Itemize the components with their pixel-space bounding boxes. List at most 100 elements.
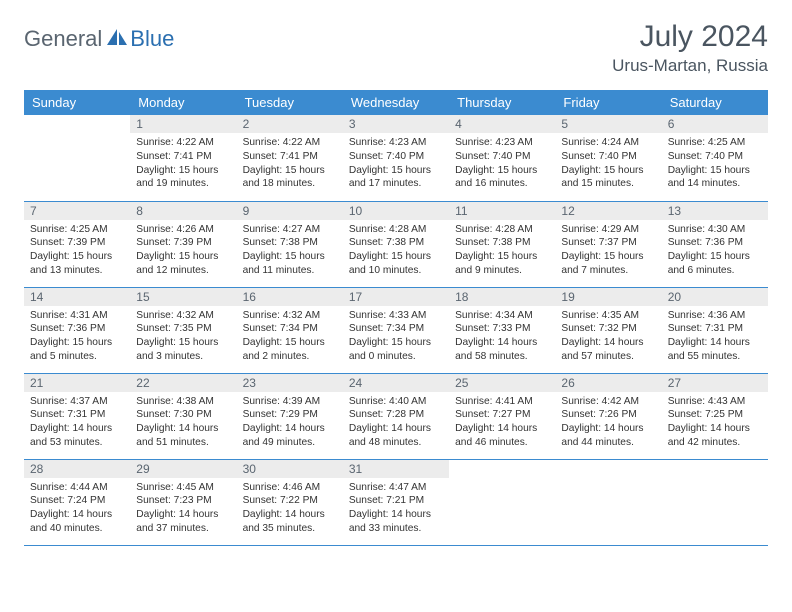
sunset-line: Sunset: 7:38 PM xyxy=(455,236,549,250)
calendar-week-row: 1Sunrise: 4:22 AMSunset: 7:41 PMDaylight… xyxy=(24,115,768,201)
day-number: 17 xyxy=(343,288,449,306)
day-number: 16 xyxy=(237,288,343,306)
daylight-line-2: and 42 minutes. xyxy=(668,436,762,450)
day-details: Sunrise: 4:36 AMSunset: 7:31 PMDaylight:… xyxy=(662,306,768,370)
calendar-cell: 19Sunrise: 4:35 AMSunset: 7:32 PMDayligh… xyxy=(555,287,661,373)
calendar-cell: 10Sunrise: 4:28 AMSunset: 7:38 PMDayligh… xyxy=(343,201,449,287)
day-details: Sunrise: 4:38 AMSunset: 7:30 PMDaylight:… xyxy=(130,392,236,456)
day-details: Sunrise: 4:40 AMSunset: 7:28 PMDaylight:… xyxy=(343,392,449,456)
daylight-line-1: Daylight: 15 hours xyxy=(668,250,762,264)
daylight-line-1: Daylight: 15 hours xyxy=(561,164,655,178)
day-number: 14 xyxy=(24,288,130,306)
sunrise-line: Sunrise: 4:26 AM xyxy=(136,223,230,237)
daylight-line-2: and 51 minutes. xyxy=(136,436,230,450)
day-number: 9 xyxy=(237,202,343,220)
brand-logo: General Blue xyxy=(24,20,174,52)
daylight-line-2: and 15 minutes. xyxy=(561,177,655,191)
day-details: Sunrise: 4:28 AMSunset: 7:38 PMDaylight:… xyxy=(449,220,555,284)
weekday-header: Saturday xyxy=(662,90,768,115)
day-details: Sunrise: 4:43 AMSunset: 7:25 PMDaylight:… xyxy=(662,392,768,456)
month-title: July 2024 xyxy=(612,20,768,54)
daylight-line-1: Daylight: 14 hours xyxy=(349,422,443,436)
day-number: 8 xyxy=(130,202,236,220)
daylight-line-1: Daylight: 15 hours xyxy=(136,250,230,264)
daylight-line-2: and 0 minutes. xyxy=(349,350,443,364)
sunrise-line: Sunrise: 4:41 AM xyxy=(455,395,549,409)
calendar-cell xyxy=(24,115,130,201)
daylight-line-2: and 57 minutes. xyxy=(561,350,655,364)
day-details: Sunrise: 4:22 AMSunset: 7:41 PMDaylight:… xyxy=(237,133,343,197)
sunrise-line: Sunrise: 4:32 AM xyxy=(243,309,337,323)
daylight-line-2: and 33 minutes. xyxy=(349,522,443,536)
sunset-line: Sunset: 7:34 PM xyxy=(243,322,337,336)
calendar-cell: 6Sunrise: 4:25 AMSunset: 7:40 PMDaylight… xyxy=(662,115,768,201)
calendar-cell: 1Sunrise: 4:22 AMSunset: 7:41 PMDaylight… xyxy=(130,115,236,201)
sunset-line: Sunset: 7:40 PM xyxy=(455,150,549,164)
calendar-cell xyxy=(662,459,768,545)
calendar-cell: 13Sunrise: 4:30 AMSunset: 7:36 PMDayligh… xyxy=(662,201,768,287)
calendar-cell: 25Sunrise: 4:41 AMSunset: 7:27 PMDayligh… xyxy=(449,373,555,459)
day-details: Sunrise: 4:28 AMSunset: 7:38 PMDaylight:… xyxy=(343,220,449,284)
daylight-line-2: and 46 minutes. xyxy=(455,436,549,450)
day-details: Sunrise: 4:25 AMSunset: 7:39 PMDaylight:… xyxy=(24,220,130,284)
sunset-line: Sunset: 7:28 PM xyxy=(349,408,443,422)
sunset-line: Sunset: 7:31 PM xyxy=(30,408,124,422)
calendar-cell: 26Sunrise: 4:42 AMSunset: 7:26 PMDayligh… xyxy=(555,373,661,459)
location-subtitle: Urus-Martan, Russia xyxy=(612,56,768,76)
day-number: 18 xyxy=(449,288,555,306)
day-number: 21 xyxy=(24,374,130,392)
sunrise-line: Sunrise: 4:25 AM xyxy=(668,136,762,150)
day-number: 26 xyxy=(555,374,661,392)
day-details: Sunrise: 4:27 AMSunset: 7:38 PMDaylight:… xyxy=(237,220,343,284)
calendar-cell: 22Sunrise: 4:38 AMSunset: 7:30 PMDayligh… xyxy=(130,373,236,459)
sunset-line: Sunset: 7:29 PM xyxy=(243,408,337,422)
daylight-line-2: and 2 minutes. xyxy=(243,350,337,364)
weekday-header: Sunday xyxy=(24,90,130,115)
daylight-line-2: and 35 minutes. xyxy=(243,522,337,536)
calendar-cell xyxy=(555,459,661,545)
calendar-cell: 30Sunrise: 4:46 AMSunset: 7:22 PMDayligh… xyxy=(237,459,343,545)
daylight-line-2: and 17 minutes. xyxy=(349,177,443,191)
sunrise-line: Sunrise: 4:31 AM xyxy=(30,309,124,323)
calendar-cell: 28Sunrise: 4:44 AMSunset: 7:24 PMDayligh… xyxy=(24,459,130,545)
sunrise-line: Sunrise: 4:34 AM xyxy=(455,309,549,323)
day-details: Sunrise: 4:37 AMSunset: 7:31 PMDaylight:… xyxy=(24,392,130,456)
day-details: Sunrise: 4:41 AMSunset: 7:27 PMDaylight:… xyxy=(449,392,555,456)
day-details: Sunrise: 4:46 AMSunset: 7:22 PMDaylight:… xyxy=(237,478,343,542)
daylight-line-1: Daylight: 14 hours xyxy=(30,508,124,522)
sunrise-line: Sunrise: 4:33 AM xyxy=(349,309,443,323)
day-details: Sunrise: 4:42 AMSunset: 7:26 PMDaylight:… xyxy=(555,392,661,456)
calendar-cell: 20Sunrise: 4:36 AMSunset: 7:31 PMDayligh… xyxy=(662,287,768,373)
daylight-line-2: and 48 minutes. xyxy=(349,436,443,450)
sunset-line: Sunset: 7:31 PM xyxy=(668,322,762,336)
calendar-cell: 24Sunrise: 4:40 AMSunset: 7:28 PMDayligh… xyxy=(343,373,449,459)
sunrise-line: Sunrise: 4:23 AM xyxy=(349,136,443,150)
day-number: 12 xyxy=(555,202,661,220)
daylight-line-2: and 37 minutes. xyxy=(136,522,230,536)
sunset-line: Sunset: 7:30 PM xyxy=(136,408,230,422)
daylight-line-1: Daylight: 15 hours xyxy=(349,336,443,350)
day-number: 23 xyxy=(237,374,343,392)
daylight-line-1: Daylight: 14 hours xyxy=(349,508,443,522)
daylight-line-1: Daylight: 15 hours xyxy=(668,164,762,178)
sunset-line: Sunset: 7:35 PM xyxy=(136,322,230,336)
sunset-line: Sunset: 7:32 PM xyxy=(561,322,655,336)
daylight-line-1: Daylight: 15 hours xyxy=(30,250,124,264)
sunrise-line: Sunrise: 4:22 AM xyxy=(136,136,230,150)
calendar-week-row: 14Sunrise: 4:31 AMSunset: 7:36 PMDayligh… xyxy=(24,287,768,373)
daylight-line-2: and 44 minutes. xyxy=(561,436,655,450)
daylight-line-1: Daylight: 14 hours xyxy=(455,422,549,436)
calendar-cell: 5Sunrise: 4:24 AMSunset: 7:40 PMDaylight… xyxy=(555,115,661,201)
day-details: Sunrise: 4:39 AMSunset: 7:29 PMDaylight:… xyxy=(237,392,343,456)
day-details: Sunrise: 4:22 AMSunset: 7:41 PMDaylight:… xyxy=(130,133,236,197)
calendar-cell: 12Sunrise: 4:29 AMSunset: 7:37 PMDayligh… xyxy=(555,201,661,287)
weekday-header: Thursday xyxy=(449,90,555,115)
daylight-line-2: and 58 minutes. xyxy=(455,350,549,364)
day-number: 5 xyxy=(555,115,661,133)
calendar-cell: 23Sunrise: 4:39 AMSunset: 7:29 PMDayligh… xyxy=(237,373,343,459)
calendar-week-row: 28Sunrise: 4:44 AMSunset: 7:24 PMDayligh… xyxy=(24,459,768,545)
sunrise-line: Sunrise: 4:42 AM xyxy=(561,395,655,409)
sunset-line: Sunset: 7:21 PM xyxy=(349,494,443,508)
daylight-line-1: Daylight: 15 hours xyxy=(561,250,655,264)
daylight-line-1: Daylight: 15 hours xyxy=(243,250,337,264)
